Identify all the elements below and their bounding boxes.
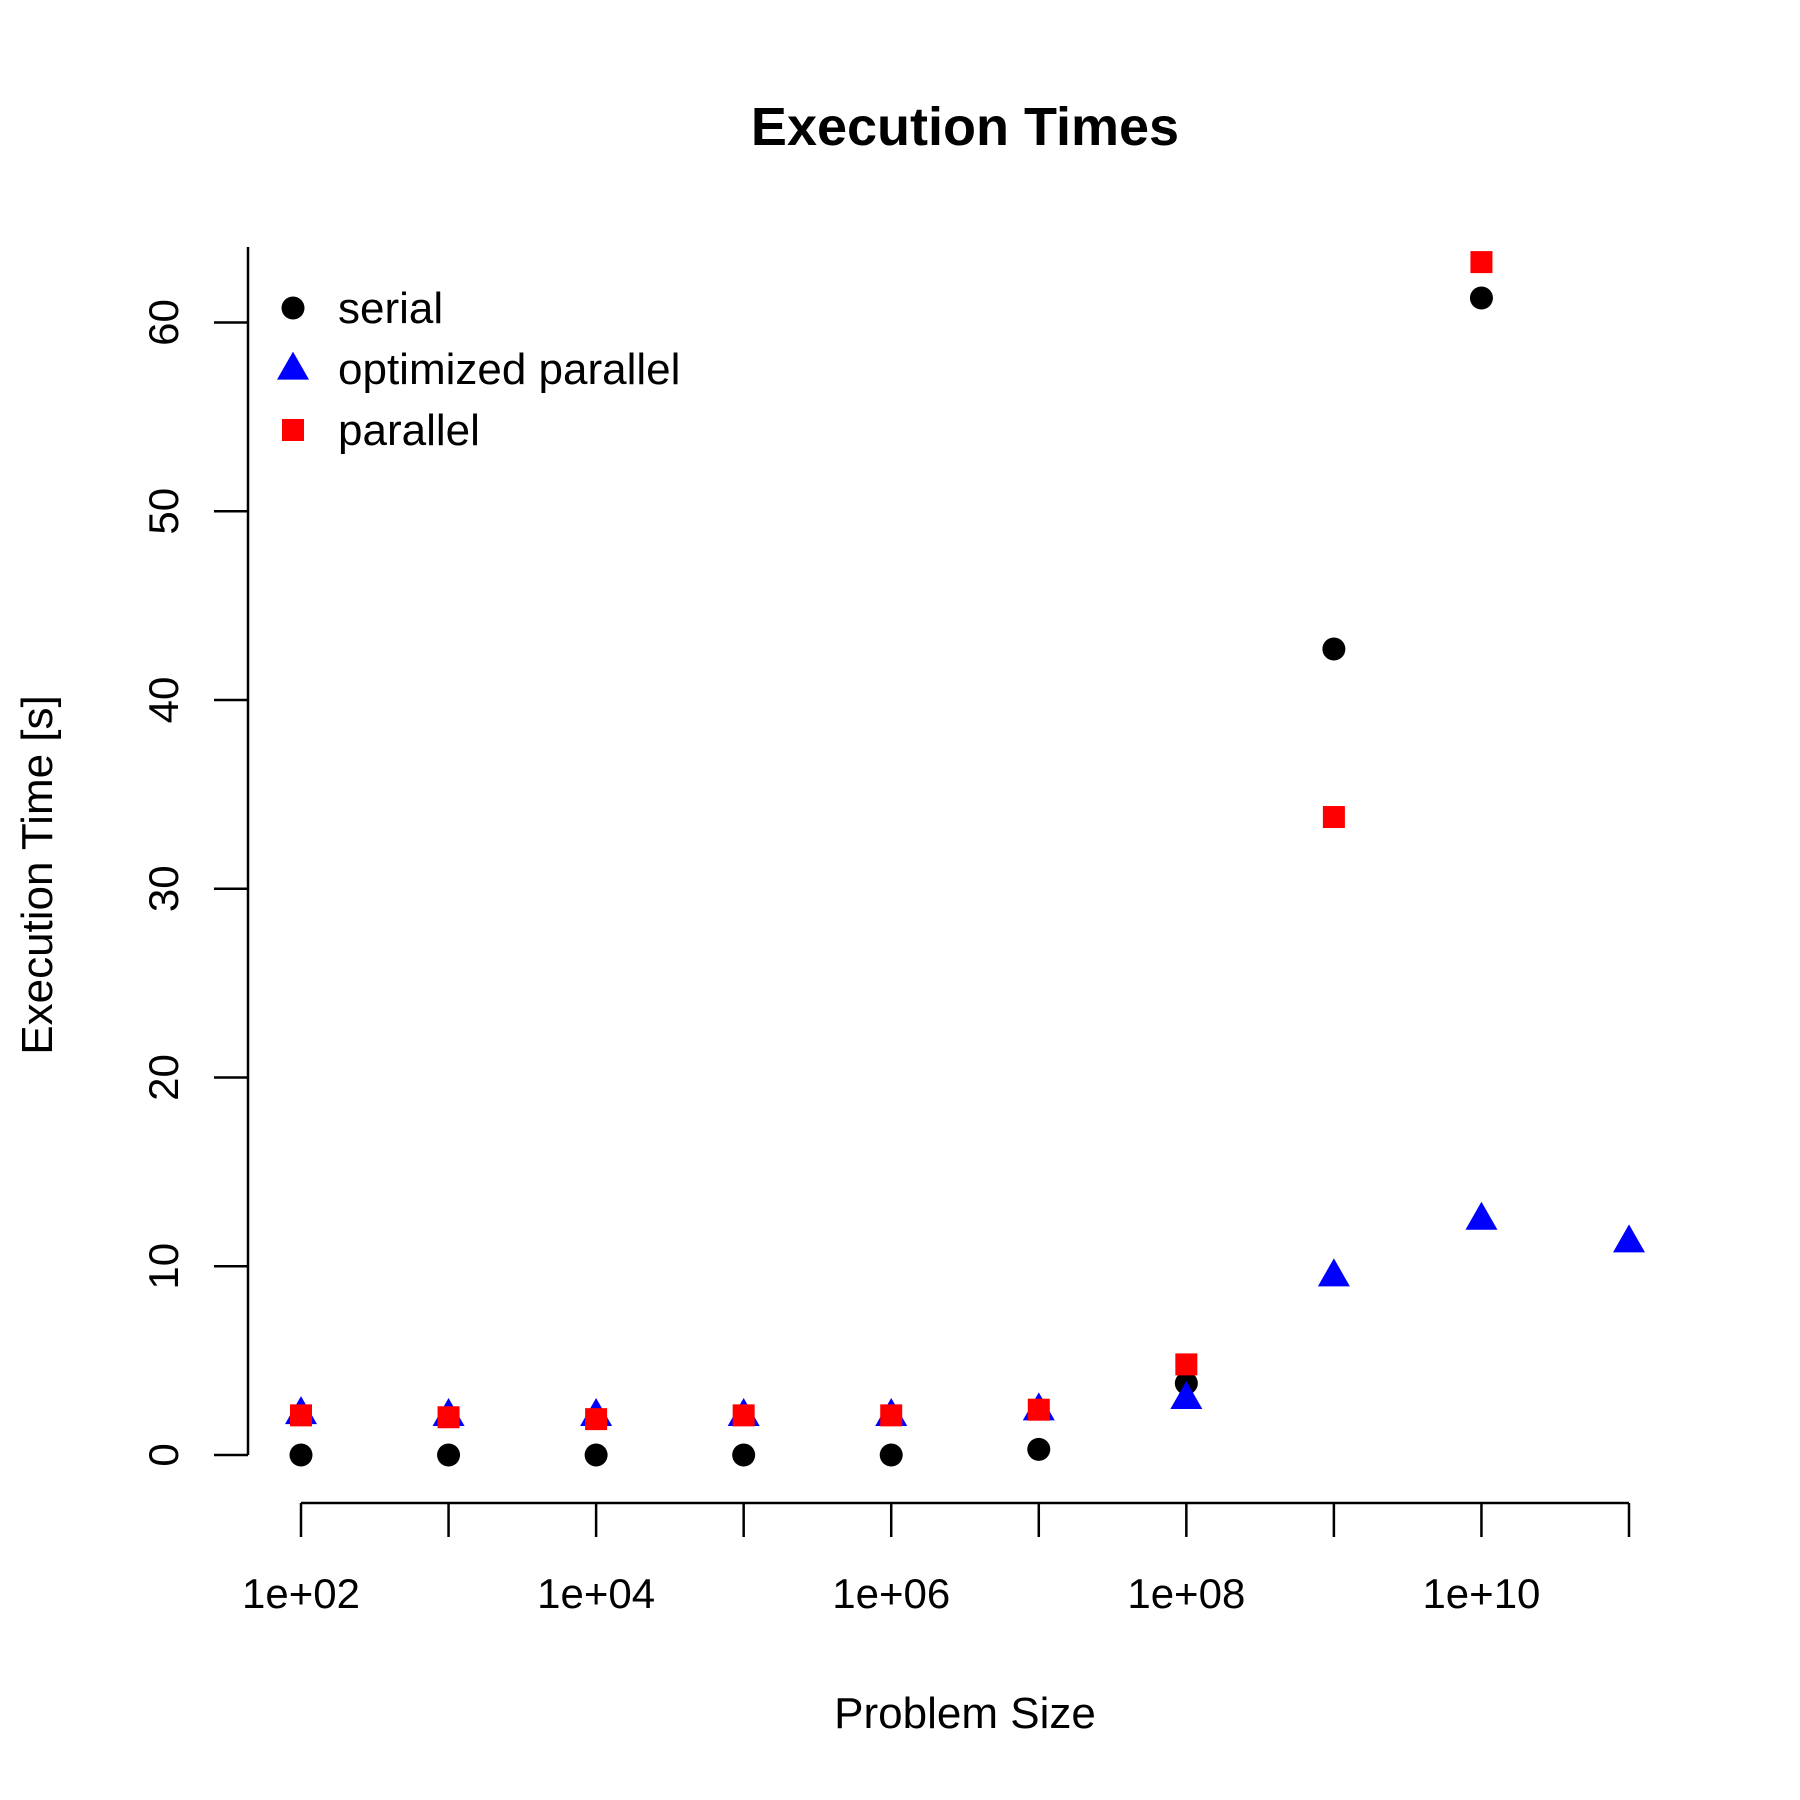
y-axis-ticks: 0 10 20 30 40 50 60 bbox=[140, 299, 248, 1467]
data-point-circle bbox=[584, 1443, 608, 1467]
data-point-circle bbox=[879, 1443, 903, 1467]
x-tick-label: 1e+06 bbox=[832, 1570, 950, 1617]
data-points bbox=[285, 251, 1645, 1467]
data-point-triangle bbox=[1613, 1224, 1645, 1253]
data-point-triangle bbox=[1465, 1201, 1498, 1230]
series-circle bbox=[289, 286, 1493, 1467]
data-point-square bbox=[1470, 251, 1493, 274]
data-point-square bbox=[437, 1406, 460, 1429]
data-point-circle bbox=[732, 1443, 756, 1467]
data-point-circle bbox=[289, 1443, 313, 1467]
y-tick-label: 60 bbox=[140, 299, 187, 346]
y-tick-label: 30 bbox=[140, 865, 187, 912]
data-point-circle bbox=[1322, 637, 1346, 661]
legend: serial optimized parallel parallel bbox=[277, 284, 680, 455]
x-axis-label: Problem Size bbox=[834, 1689, 1096, 1738]
data-point-square bbox=[290, 1404, 312, 1427]
x-tick-label: 1e+02 bbox=[242, 1570, 360, 1617]
legend-marker-circle bbox=[281, 296, 305, 320]
legend-label: parallel bbox=[338, 406, 480, 455]
y-tick-label: 10 bbox=[140, 1243, 187, 1290]
data-point-circle bbox=[1027, 1437, 1051, 1461]
data-point-square bbox=[585, 1408, 608, 1431]
y-tick-label: 0 bbox=[140, 1443, 187, 1466]
data-point-square bbox=[732, 1404, 755, 1427]
data-point-triangle bbox=[1317, 1258, 1350, 1287]
data-point-circle bbox=[437, 1443, 461, 1467]
data-point-square bbox=[880, 1404, 903, 1427]
x-tick-label: 1e+04 bbox=[537, 1570, 655, 1617]
y-tick-label: 40 bbox=[140, 677, 187, 724]
data-point-triangle bbox=[1170, 1381, 1203, 1410]
data-point-square bbox=[1322, 806, 1345, 829]
x-tick-label: 1e+10 bbox=[1422, 1570, 1540, 1617]
data-point-square bbox=[1027, 1398, 1050, 1421]
y-tick-label: 20 bbox=[140, 1054, 187, 1101]
series-triangle bbox=[285, 1201, 1645, 1427]
legend-marker-square bbox=[282, 419, 304, 441]
chart-title: Execution Times bbox=[751, 97, 1179, 157]
data-point-circle bbox=[1469, 286, 1493, 310]
legend-marker-triangle bbox=[277, 351, 309, 380]
x-axis-ticks: 1e+02 1e+04 1e+06 1e+08 1e+10 bbox=[242, 1503, 1631, 1617]
legend-label: serial bbox=[338, 284, 443, 333]
legend-label: optimized parallel bbox=[338, 345, 680, 394]
data-point-square bbox=[1175, 1353, 1198, 1376]
series-square bbox=[290, 251, 1493, 1431]
x-tick-label: 1e+08 bbox=[1127, 1570, 1245, 1617]
y-tick-label: 50 bbox=[140, 488, 187, 535]
y-axis-label: Execution Time [s] bbox=[13, 695, 62, 1054]
